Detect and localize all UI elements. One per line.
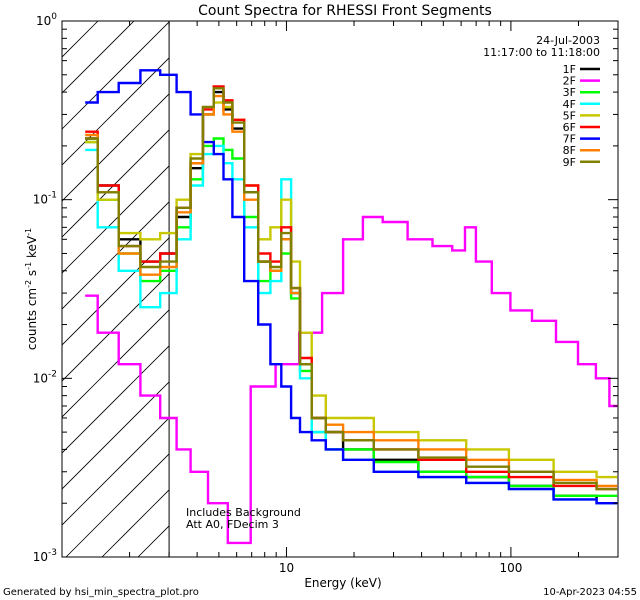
hatched-region — [62, 21, 170, 557]
hatch-line — [62, 21, 135, 94]
hatch-line — [62, 165, 170, 274]
hatch-line — [62, 21, 170, 130]
series-9F — [85, 87, 618, 491]
series-layer — [85, 69, 618, 545]
hatch-line — [101, 489, 170, 557]
x-axis-label: Energy (keV) — [304, 576, 381, 590]
legend-label-8F: 8F — [563, 144, 576, 157]
chart-title: Count Spectra for RHESSI Front Segments — [198, 3, 492, 19]
series-1F — [85, 90, 618, 505]
generated-by: Generated by hsi_min_spectra_plot.pro — [3, 587, 199, 598]
y-tick-base: 10 — [33, 193, 48, 207]
legend-label-5F: 5F — [563, 109, 576, 122]
legend-label-3F: 3F — [563, 86, 576, 99]
hatch-line — [62, 129, 170, 238]
y-tick-label: 10-3 — [33, 548, 57, 564]
legend-label-7F: 7F — [563, 133, 576, 146]
y-tick-exp: -3 — [48, 548, 57, 558]
date-label: 24-Jul-2003 — [536, 34, 600, 47]
legend-label-4F: 4F — [563, 98, 576, 111]
legend-label-9F: 9F — [563, 156, 576, 169]
y-axis-label-sup1: -2 — [24, 280, 33, 288]
hatch-line — [62, 93, 170, 202]
hatch-line — [62, 57, 170, 166]
time-range-label: 11:17:00 to 11:18:00 — [483, 46, 600, 59]
y-tick-base: 10 — [33, 371, 48, 385]
y-tick-base: 10 — [36, 14, 51, 28]
y-tick-label: 10-1 — [33, 191, 57, 207]
series-8F — [85, 94, 618, 488]
series-3F — [85, 137, 618, 497]
hatch-line — [62, 273, 170, 382]
y-tick-label: 10-2 — [33, 369, 57, 385]
y-axis-label-sup3: -1 — [24, 228, 33, 236]
y-tick-exp: -1 — [48, 191, 57, 201]
y-tick-base: 10 — [33, 550, 48, 564]
legend-label-2F: 2F — [563, 75, 576, 88]
x-tick-label: 10 — [279, 561, 294, 575]
x-tick-label: 100 — [499, 561, 522, 575]
y-axis-label-mid2: keV — [25, 235, 39, 262]
hatch-line — [65, 453, 170, 557]
hatch-line — [62, 417, 170, 526]
legend-label-6F: 6F — [563, 121, 576, 134]
y-axis-label-mid1: s — [25, 270, 39, 280]
series-2F — [85, 215, 618, 545]
series-5F — [85, 101, 618, 479]
y-tick-exp: 0 — [51, 12, 57, 22]
y-tick-exp: -2 — [48, 369, 57, 379]
x-tick-labels: 10 100 — [279, 561, 523, 575]
y-axis-label-main: counts cm — [25, 288, 39, 350]
series-7F — [85, 69, 618, 505]
annotation-attenuator: Att A0, FDecim 3 — [186, 518, 279, 531]
y-axis-label: counts cm-2 s-1 keV-1 — [24, 228, 39, 350]
axis-ticks — [61, 20, 619, 558]
hatch-line — [62, 201, 170, 310]
footer-timestamp: 10-Apr-2023 04:55 — [543, 587, 637, 598]
annotation-background: Includes Background — [186, 506, 301, 519]
legend-label-1F: 1F — [563, 63, 576, 76]
hatch-line — [62, 381, 170, 490]
plot-frame — [61, 20, 619, 558]
series-6F — [85, 85, 618, 491]
y-tick-label: 100 — [36, 12, 57, 28]
hatch-line — [62, 21, 99, 58]
y-axis-label-sup2: -1 — [24, 262, 33, 270]
hatch-line — [62, 237, 170, 346]
